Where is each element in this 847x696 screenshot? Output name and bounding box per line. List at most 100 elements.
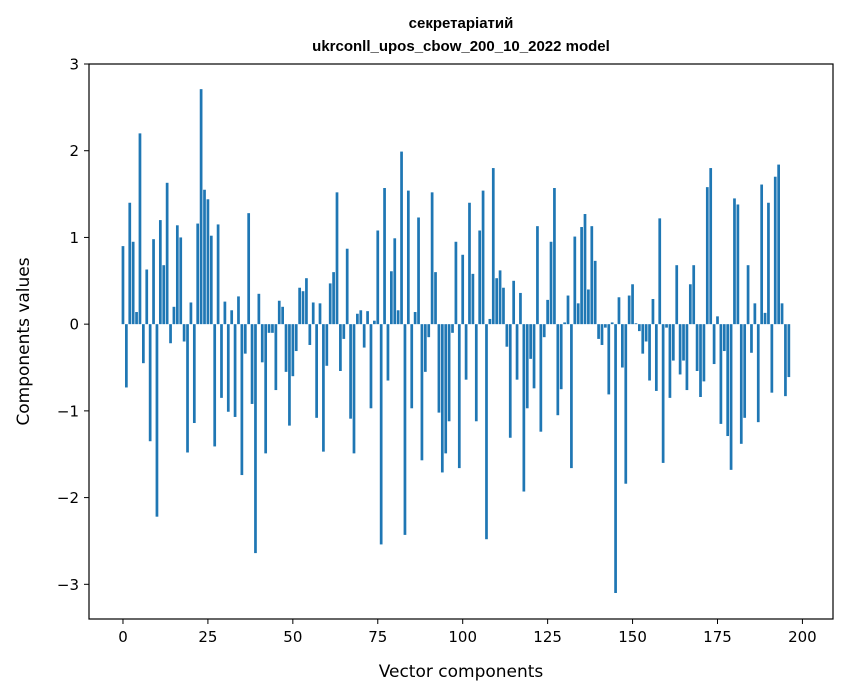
bar-57 <box>315 324 318 418</box>
bar-83 <box>403 324 407 535</box>
y-tick-label-3: 3 <box>69 56 79 74</box>
bar-5 <box>138 133 142 325</box>
bar-69 <box>356 313 359 325</box>
bar-177 <box>722 324 726 352</box>
bar-29 <box>220 324 223 398</box>
bar-183 <box>743 324 747 418</box>
bar-14 <box>169 324 172 344</box>
bar-128 <box>556 324 560 416</box>
bar-164 <box>678 324 682 375</box>
bar-188 <box>760 184 764 325</box>
bar-193 <box>777 164 780 325</box>
bar-176 <box>719 324 723 424</box>
bar-102 <box>468 202 471 325</box>
bar-145 <box>614 324 617 593</box>
bar-2 <box>128 202 132 325</box>
bar-165 <box>682 324 685 361</box>
bar-114 <box>508 324 512 438</box>
bar-108 <box>488 318 492 325</box>
bar-106 <box>481 190 485 325</box>
bar-107 <box>485 324 488 540</box>
bar-156 <box>651 299 655 325</box>
bar-192 <box>773 176 777 325</box>
bar-160 <box>665 324 668 328</box>
bar-116 <box>515 324 519 380</box>
x-tick-label-75: 75 <box>368 628 387 646</box>
bar-54 <box>305 278 308 325</box>
bar-129 <box>559 324 563 390</box>
bar-62 <box>332 272 335 325</box>
bar-111 <box>498 270 502 325</box>
bar-125 <box>546 299 549 325</box>
bar-191 <box>770 324 774 393</box>
bar-50 <box>291 324 295 377</box>
bar-152 <box>638 324 641 332</box>
bar-53 <box>301 291 305 325</box>
bar-141 <box>600 324 604 345</box>
bar-159 <box>661 324 665 463</box>
bar-78 <box>386 324 390 381</box>
x-tick-label-200: 200 <box>788 628 817 646</box>
bar-109 <box>491 168 495 325</box>
bar-40 <box>257 293 261 325</box>
bar-186 <box>753 303 757 325</box>
bar-187 <box>756 324 760 423</box>
bar-38 <box>250 324 254 404</box>
bar-74 <box>373 320 376 325</box>
bar-139 <box>593 260 597 325</box>
bar-28 <box>216 224 220 325</box>
bar-90 <box>427 324 431 338</box>
bar-140 <box>597 324 600 339</box>
bar-6 <box>142 324 145 364</box>
chart-title-line-1: секретаріатий <box>409 15 514 32</box>
bar-9 <box>152 239 155 325</box>
bar-119 <box>525 324 529 409</box>
bar-71 <box>362 324 366 348</box>
bar-161 <box>668 324 672 398</box>
bar-12 <box>162 265 166 325</box>
bar-101 <box>464 324 468 380</box>
bar-37 <box>247 213 251 325</box>
bar-110 <box>495 278 499 325</box>
bar-190 <box>767 202 770 325</box>
bar-178 <box>726 324 730 437</box>
bar-136 <box>583 214 587 325</box>
bar-120 <box>529 324 532 359</box>
bar-77 <box>383 188 386 325</box>
bar-36 <box>243 324 247 354</box>
bar-154 <box>644 324 648 342</box>
bar-155 <box>648 324 651 381</box>
bar-158 <box>658 218 662 325</box>
bar-166 <box>685 324 689 391</box>
bar-25 <box>206 199 210 325</box>
bar-55 <box>308 324 312 345</box>
bar-157 <box>654 324 658 391</box>
bar-138 <box>590 226 594 325</box>
bar-67 <box>349 324 352 419</box>
y-axis-ticks: −3 −2 −1 0 1 2 3 <box>57 56 89 594</box>
x-axis-ticks: 0 25 50 75 100 125 150 175 200 <box>118 619 817 646</box>
bar-168 <box>692 265 696 325</box>
bar-99 <box>457 324 461 469</box>
bar-47 <box>281 306 284 325</box>
bar-175 <box>716 316 719 325</box>
bar-171 <box>702 324 706 382</box>
y-tick-label--1: −1 <box>57 402 79 420</box>
bar-189 <box>763 312 767 325</box>
bar-52 <box>298 287 301 325</box>
bar-147 <box>621 324 624 368</box>
bar-130 <box>563 322 566 325</box>
bar-134 <box>576 303 580 325</box>
y-tick-label--3: −3 <box>57 576 79 594</box>
bar-31 <box>226 324 230 412</box>
bar-93 <box>437 324 441 413</box>
bar-30 <box>223 301 227 325</box>
bar-68 <box>352 324 356 454</box>
bar-17 <box>179 237 183 325</box>
bar-123 <box>539 324 543 432</box>
bar-98 <box>454 241 458 325</box>
bar-115 <box>512 280 516 325</box>
bar-82 <box>400 151 403 325</box>
x-tick-label-50: 50 <box>283 628 302 646</box>
bar-18 <box>182 324 186 342</box>
